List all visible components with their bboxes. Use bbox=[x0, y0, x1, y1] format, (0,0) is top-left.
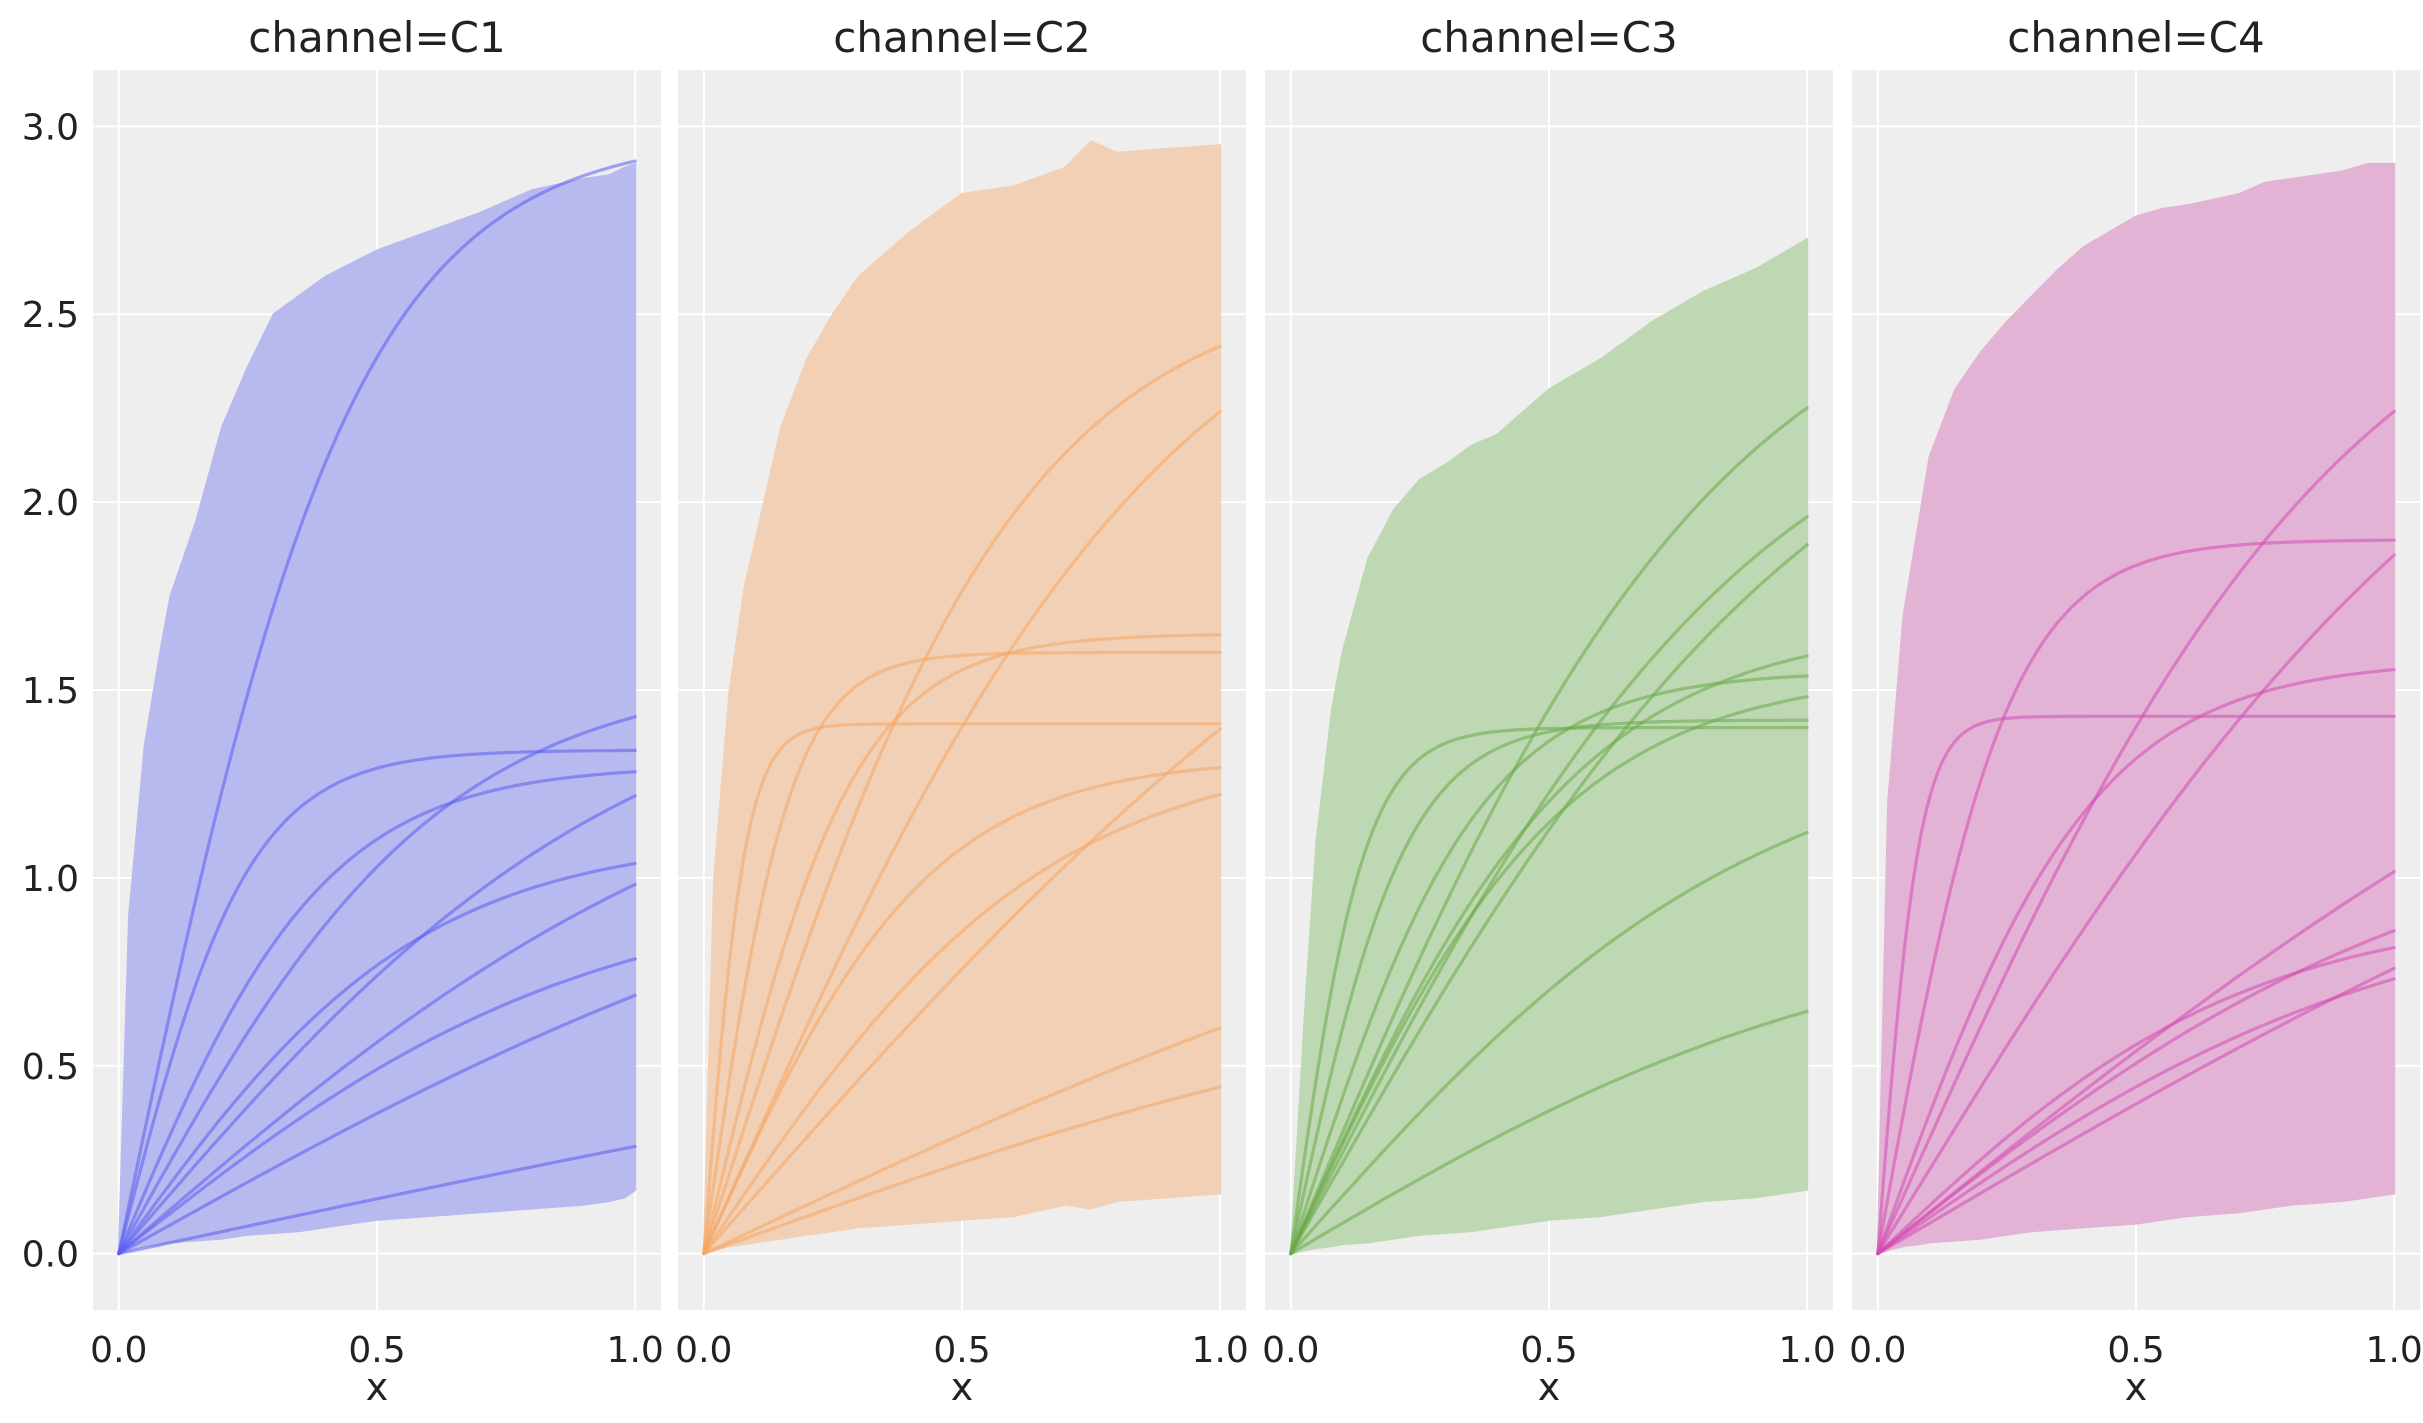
x-axis-label: x bbox=[1538, 1365, 1561, 1409]
curve-line bbox=[702, 633, 1222, 1256]
hdi-band bbox=[1289, 237, 1809, 1255]
x-tick-label: 0.5 bbox=[348, 1330, 405, 1371]
x-tick-label: 0.5 bbox=[2107, 1330, 2164, 1371]
curve-line bbox=[702, 1026, 1222, 1256]
curve-line bbox=[117, 770, 637, 1256]
curve-line bbox=[702, 409, 1222, 1256]
y-tick-label: 2.5 bbox=[22, 295, 79, 336]
x-tick-label: 0.0 bbox=[675, 1330, 732, 1371]
curve-line bbox=[1876, 946, 2396, 1256]
curve-line bbox=[117, 794, 637, 1256]
curve-line bbox=[117, 715, 637, 1256]
curve-line bbox=[702, 727, 1222, 1256]
curve-line bbox=[702, 792, 1222, 1256]
hdi-band bbox=[702, 140, 1222, 1256]
curve-line bbox=[1289, 543, 1809, 1256]
x-tick-label: 1.0 bbox=[2366, 1330, 2423, 1371]
y-tick-label: 0.0 bbox=[22, 1235, 79, 1276]
hdi-band bbox=[1876, 162, 2396, 1256]
x-axis-label: x bbox=[366, 1365, 389, 1409]
x-tick-label: 0.0 bbox=[90, 1330, 147, 1371]
panel-title: channel=C3 bbox=[1420, 13, 1677, 62]
y-tick-label: 1.5 bbox=[22, 671, 79, 712]
panel-1: channel=C1 0.0 0.5 1.0 x 0.0 0.5 1.0 1.5 2.0 2.5 3.… bbox=[22, 13, 664, 1409]
panel-4: channel=C4 0.0 0.5 1.0 x bbox=[1849, 13, 2423, 1409]
curve-line bbox=[117, 748, 637, 1256]
curve-line bbox=[117, 861, 637, 1256]
curve-line bbox=[1289, 695, 1809, 1256]
curve-line bbox=[702, 1085, 1222, 1256]
curve-line bbox=[1289, 718, 1809, 1256]
y-tick-label: 3.0 bbox=[22, 107, 79, 148]
curve-line bbox=[1876, 538, 2396, 1256]
x-tick-label: 1.0 bbox=[607, 1330, 664, 1371]
x-axis-label: x bbox=[951, 1365, 974, 1409]
curve-line bbox=[1289, 726, 1809, 1256]
curve-line bbox=[1289, 830, 1809, 1256]
curve-line bbox=[702, 650, 1222, 1256]
x-tick-label: 0.0 bbox=[1849, 1330, 1906, 1371]
y-tick-label: 1.0 bbox=[22, 859, 79, 900]
x-tick-label: 0.0 bbox=[1262, 1330, 1319, 1371]
curve-line bbox=[1876, 966, 2396, 1256]
curve-line bbox=[1289, 654, 1809, 1256]
curve-line bbox=[1876, 977, 2396, 1256]
curve-line bbox=[702, 722, 1222, 1256]
x-tick-label: 1.0 bbox=[1779, 1330, 1836, 1371]
x-axis-label: x bbox=[2125, 1365, 2148, 1409]
curve-line bbox=[117, 159, 637, 1256]
curve-line bbox=[1876, 553, 2396, 1256]
x-tick-label: 1.0 bbox=[1192, 1330, 1249, 1371]
curve-line bbox=[117, 993, 637, 1256]
panel-2: channel=C2 0.0 0.5 1.0 x bbox=[675, 13, 1249, 1409]
curve-line bbox=[1876, 668, 2396, 1256]
x-tick-label: 0.5 bbox=[1520, 1330, 1577, 1371]
x-tick-label: 0.5 bbox=[933, 1330, 990, 1371]
curve-line bbox=[1289, 406, 1809, 1256]
curve-line bbox=[117, 1144, 637, 1256]
curve-line bbox=[1876, 714, 2396, 1256]
curve-line bbox=[702, 344, 1222, 1256]
curve-line bbox=[1289, 515, 1809, 1256]
y-tick-label: 2.0 bbox=[22, 483, 79, 524]
curve-line bbox=[1876, 929, 2396, 1256]
curve-line bbox=[117, 957, 637, 1256]
y-tick-label: 0.5 bbox=[22, 1047, 79, 1088]
panel-title: channel=C2 bbox=[833, 13, 1090, 62]
curve-line bbox=[1876, 409, 2396, 1256]
panel-title: channel=C1 bbox=[248, 13, 505, 62]
curve-line bbox=[702, 765, 1222, 1256]
curve-line bbox=[1289, 1009, 1809, 1256]
panel-3: channel=C3 0.0 0.5 1.0 x bbox=[1262, 13, 1836, 1409]
panel-title: channel=C4 bbox=[2007, 13, 2264, 62]
curve-line bbox=[117, 882, 637, 1256]
